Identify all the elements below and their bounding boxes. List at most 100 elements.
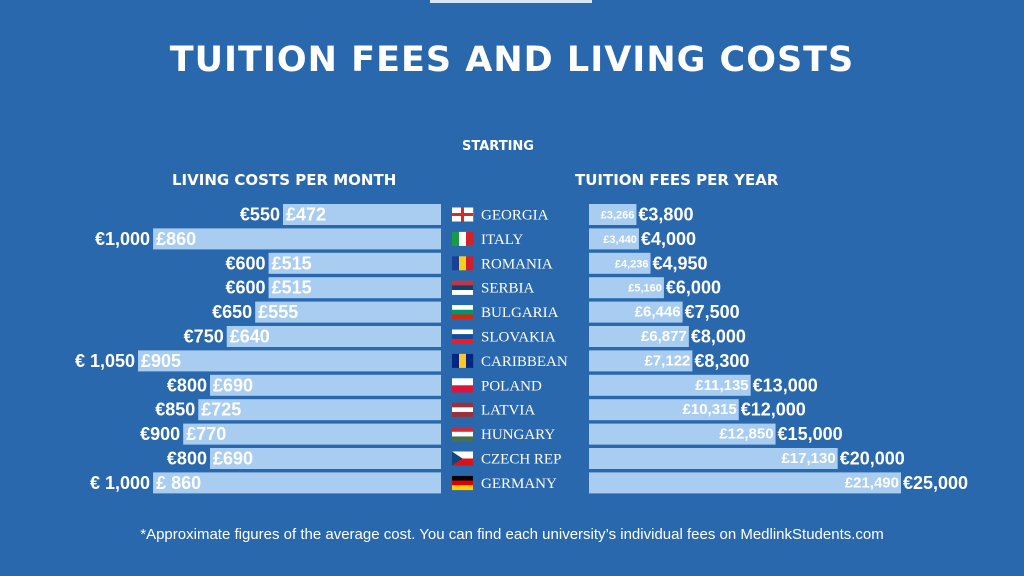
chart-row-bulgaria: £555 €650 BULGARIA £6,446 €7,500 [212, 301, 740, 323]
tuition-fee-bar [589, 399, 739, 421]
living-cost-eur-label: €600 [226, 278, 266, 298]
tuition-fee-eur-label: €4,000 [641, 229, 696, 249]
living-cost-bar [268, 277, 441, 299]
caribbean-flag-icon [452, 353, 474, 368]
tuition-fee-eur-label: €7,500 [685, 302, 740, 322]
chart-row-hungary: £770 €900 HUNGARY £12,850 €15,000 [140, 423, 843, 445]
living-cost-eur-label: €650 [212, 302, 252, 322]
living-cost-eur-label: €850 [155, 400, 195, 420]
country-label: HUNGARY [481, 427, 555, 443]
chart-row-germany: £ 860 € 1,000 GERMANY £21,490 €25,000 [90, 472, 968, 494]
living-cost-eur-label: €1,000 [95, 229, 150, 249]
tuition-fee-bar [589, 472, 901, 494]
living-cost-gbp-label: £472 [286, 205, 326, 225]
country-label: CARIBBEAN [481, 354, 568, 370]
starting-label: STARTING [462, 139, 534, 154]
tuition-fee-gbp-label: £6,877 [641, 328, 687, 345]
living-cost-bar [209, 374, 441, 396]
living-cost-bar [198, 399, 441, 421]
serbia-flag-icon [452, 280, 473, 295]
georgia-flag-icon [452, 207, 474, 222]
tuition-fee-gbp-label: £7,122 [645, 352, 691, 369]
chart-row-poland: £690 €800 POLAND £11,135 €13,000 [167, 374, 818, 396]
living-cost-gbp-label: £555 [258, 302, 298, 322]
latvia-flag-icon [452, 402, 473, 417]
living-cost-bar [153, 228, 442, 250]
living-cost-gbp-label: £515 [272, 253, 312, 273]
living-cost-gbp-label: £905 [141, 351, 181, 371]
living-cost-bar [153, 472, 442, 494]
tuition-fee-bar [589, 277, 664, 299]
chart-row-georgia: £472 €550 GEORGIA £3,266 €3,800 [240, 204, 693, 225]
living-cost-eur-label: € 1,050 [75, 351, 135, 371]
tuition-fee-bar [589, 326, 689, 347]
tuition-fee-bar [589, 301, 683, 323]
czech-flag-icon [452, 451, 473, 466]
tuition-fee-eur-label: €15,000 [778, 424, 843, 444]
bulgaria-flag-icon [452, 305, 473, 320]
tuition-fee-gbp-label: £10,315 [683, 401, 737, 418]
tuition-fees-header: TUITION FEES PER YEAR [575, 171, 779, 189]
country-label: BULGARIA [481, 305, 559, 321]
tuition-fee-eur-label: €3,800 [638, 205, 693, 225]
country-label: POLAND [481, 378, 542, 394]
living-cost-eur-label: €600 [226, 253, 266, 273]
living-cost-gbp-label: £770 [186, 424, 226, 444]
country-label: LATVIA [481, 403, 535, 419]
tuition-fee-gbp-label: £17,130 [781, 450, 835, 467]
living-cost-bar [138, 350, 441, 372]
tuition-fee-gbp-label: £3,266 [601, 210, 635, 222]
tuition-fee-bar [589, 204, 637, 225]
living-cost-gbp-label: £690 [213, 449, 253, 469]
tuition-fee-gbp-label: £11,135 [695, 377, 748, 394]
tuition-fee-eur-label: €13,000 [753, 375, 818, 395]
living-cost-eur-label: €800 [167, 375, 207, 395]
living-cost-eur-label: €900 [140, 424, 180, 444]
poland-flag-icon [452, 378, 473, 393]
living-cost-eur-label: €550 [240, 205, 280, 225]
living-cost-gbp-label: £690 [213, 375, 253, 395]
living-cost-bar [255, 301, 441, 323]
tuition-fee-eur-label: €6,000 [666, 278, 721, 298]
tuition-fee-gbp-label: £4,236 [615, 258, 649, 270]
living-cost-gbp-label: £860 [156, 229, 196, 249]
hungary-flag-icon [452, 427, 473, 442]
tuition-fee-bar [589, 252, 651, 274]
tuition-fee-eur-label: €8,300 [694, 351, 749, 371]
country-label: ITALY [481, 232, 523, 248]
tuition-fee-bar [589, 228, 639, 250]
tuition-fee-eur-label: €20,000 [840, 449, 905, 469]
living-costs-header: LIVING COSTS PER MONTH [172, 171, 397, 189]
living-cost-gbp-label: £515 [272, 278, 312, 298]
living-cost-gbp-label: £ 860 [156, 473, 201, 493]
country-label: SERBIA [481, 281, 535, 297]
country-label: GERMANY [481, 476, 557, 492]
tuition-fee-bar [589, 374, 751, 396]
page-title: TUITION FEES AND LIVING COSTS [169, 40, 855, 80]
living-cost-eur-label: €750 [184, 327, 224, 347]
chart-row-romania: £515 €600 ROMANIA £4,236 €4,950 [226, 252, 708, 274]
living-cost-eur-label: €800 [167, 449, 207, 469]
chart-row-slovakia: £640 €750 SLOVAKIA £6,877 €8,000 [184, 326, 746, 347]
country-label: CZECH REP [481, 452, 561, 468]
country-label: GEORGIA [481, 208, 549, 224]
tuition-fee-gbp-label: £6,446 [635, 304, 681, 321]
italy-flag-icon [452, 231, 474, 246]
living-cost-gbp-label: £640 [230, 327, 270, 347]
tuition-fee-gbp-label: £5,160 [628, 283, 662, 295]
tuition-fee-eur-label: €12,000 [741, 400, 806, 420]
country-label: ROMANIA [481, 256, 553, 272]
living-cost-bar [209, 448, 441, 469]
living-cost-bar [183, 423, 441, 445]
germany-flag-icon [452, 475, 473, 491]
chart-row-serbia: £515 €600 SERBIA £5,160 €6,000 [226, 277, 721, 299]
chart-row-czech-rep: £690 €800 CZECH REP £17,130 €20,000 [167, 448, 905, 469]
living-cost-bar [268, 252, 441, 274]
tuition-fee-gbp-label: £12,850 [719, 426, 773, 443]
romania-flag-icon [452, 256, 474, 271]
country-label: SLOVAKIA [481, 330, 556, 346]
tuition-fee-gbp-label: £3,440 [603, 234, 637, 246]
tuition-fee-bar [589, 350, 693, 372]
top-strip [430, 0, 592, 3]
